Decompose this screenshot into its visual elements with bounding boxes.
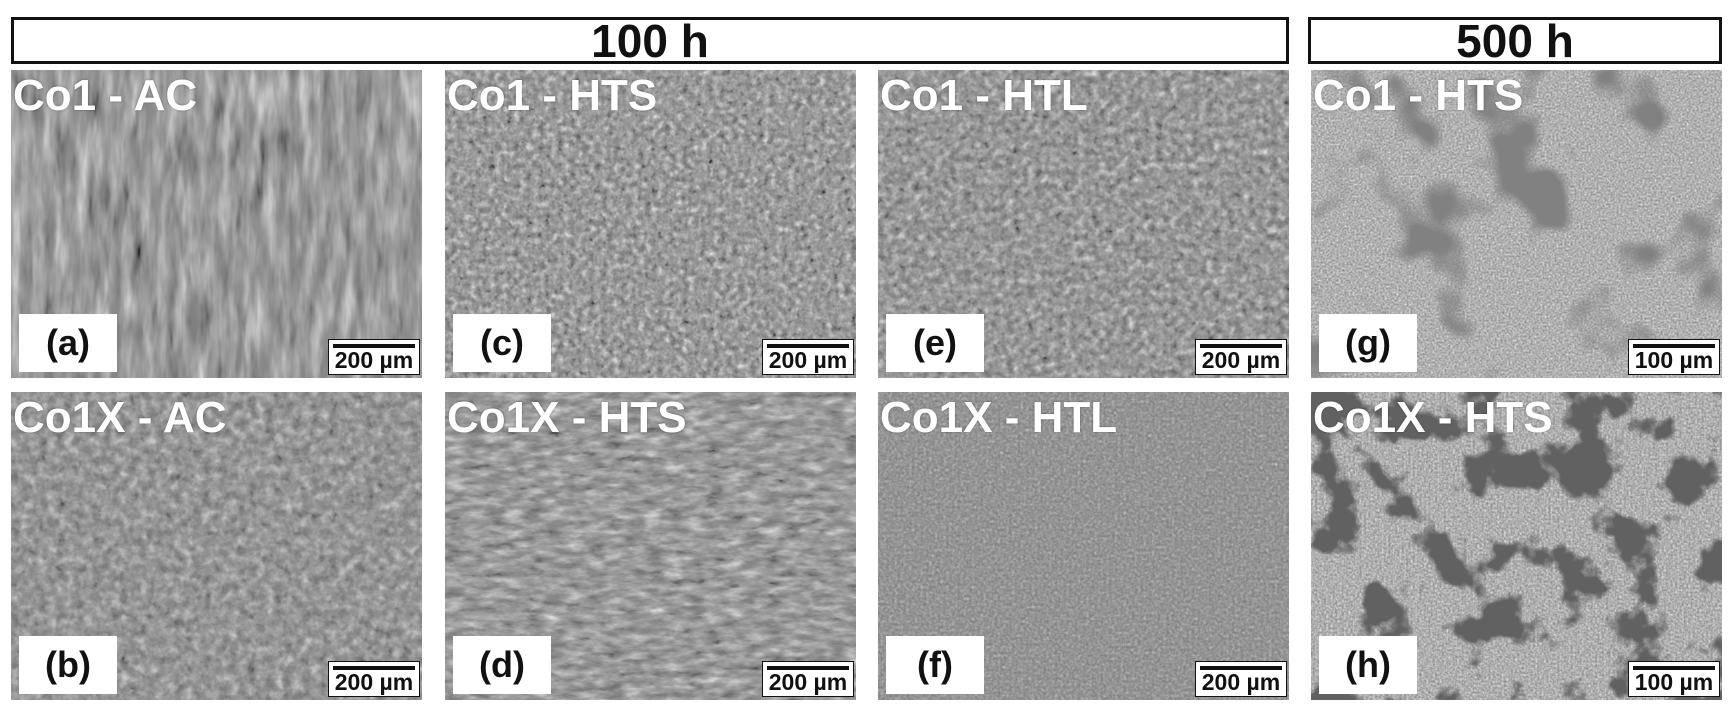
panel-letter-b: (b) (19, 636, 117, 694)
scale-bar-line-f (1200, 666, 1282, 670)
scale-bar-label-c: 200 µm (768, 346, 848, 373)
scale-bar-label-f: 200 µm (1201, 668, 1281, 695)
scale-bar-line-h (1633, 666, 1715, 670)
header-100h: 100 h (11, 17, 1289, 64)
panel-title-d: Co1X - HTS (447, 393, 687, 442)
micrograph-panel-d: Co1X - HTS (d) 200 µm (445, 392, 856, 700)
panel-title-f: Co1X - HTL (880, 393, 1118, 442)
panel-letter-d: (d) (453, 636, 551, 694)
header-500h-label: 500 h (1456, 14, 1574, 67)
micrograph-panel-f: Co1X - HTL (f) 200 µm (878, 392, 1289, 700)
scale-bar-label-h: 100 µm (1634, 668, 1714, 695)
scale-bar-f: 200 µm (1195, 661, 1287, 697)
micrograph-panel-a: Co1 - AC (a) 200 µm (11, 70, 422, 378)
scale-bar-line-c (767, 344, 849, 348)
scale-bar-line-a (333, 344, 415, 348)
panel-letter-f: (f) (886, 636, 984, 694)
panel-title-h: Co1X - HTS (1313, 393, 1553, 442)
panel-title-e: Co1 - HTL (880, 71, 1088, 120)
scale-bar-line-e (1200, 344, 1282, 348)
scale-bar-a: 200 µm (328, 339, 420, 375)
scale-bar-h: 100 µm (1628, 661, 1720, 697)
header-100h-label: 100 h (591, 14, 709, 67)
scale-bar-label-b: 200 µm (334, 668, 414, 695)
panel-title-a: Co1 - AC (13, 71, 198, 120)
micrograph-panel-g: Co1 - HTS (g) 100 µm (1311, 70, 1722, 378)
scale-bar-c: 200 µm (762, 339, 854, 375)
scale-bar-label-d: 200 µm (768, 668, 848, 695)
micrograph-panel-b: Co1X - AC (b) 200 µm (11, 392, 422, 700)
panel-letter-e: (e) (886, 314, 984, 372)
scale-bar-label-g: 100 µm (1634, 346, 1714, 373)
scale-bar-line-d (767, 666, 849, 670)
scale-bar-e: 200 µm (1195, 339, 1287, 375)
panel-letter-h: (h) (1319, 636, 1417, 694)
scale-bar-b: 200 µm (328, 661, 420, 697)
panel-title-g: Co1 - HTS (1313, 71, 1524, 120)
scale-bar-label-e: 200 µm (1201, 346, 1281, 373)
micrograph-panel-h: Co1X - HTS (h) 100 µm (1311, 392, 1722, 700)
micrograph-panel-e: Co1 - HTL (e) 200 µm (878, 70, 1289, 378)
scale-bar-g: 100 µm (1628, 339, 1720, 375)
panel-letter-c: (c) (453, 314, 551, 372)
scale-bar-d: 200 µm (762, 661, 854, 697)
panel-letter-a: (a) (19, 314, 117, 372)
panel-title-c: Co1 - HTS (447, 71, 658, 120)
header-500h: 500 h (1308, 17, 1722, 64)
scale-bar-line-g (1633, 344, 1715, 348)
panel-letter-g: (g) (1319, 314, 1417, 372)
panel-title-b: Co1X - AC (13, 393, 227, 442)
micrograph-panel-c: Co1 - HTS (c) 200 µm (445, 70, 856, 378)
scale-bar-line-b (333, 666, 415, 670)
scale-bar-label-a: 200 µm (334, 346, 414, 373)
